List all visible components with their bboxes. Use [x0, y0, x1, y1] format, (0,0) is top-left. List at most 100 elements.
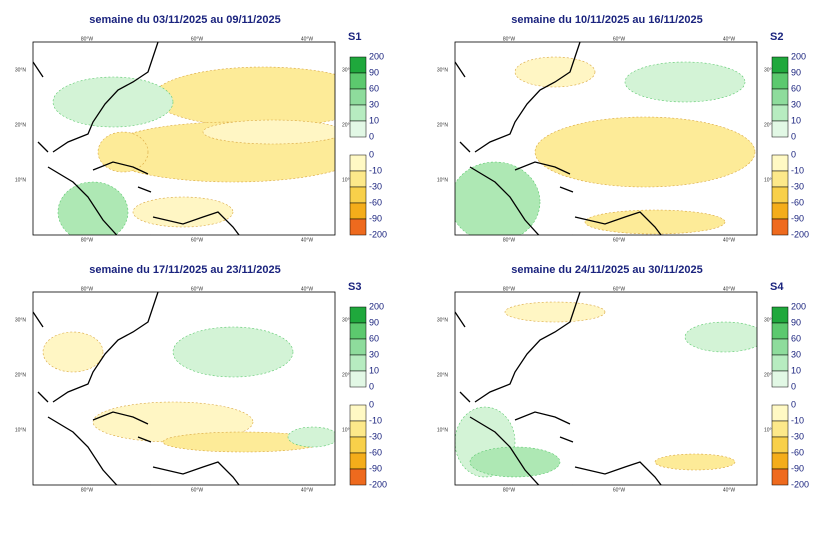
anomaly-area — [132, 196, 234, 228]
panel-title: semaine du 24/11/2025 au 30/11/2025 — [511, 264, 702, 276]
colorbar-tick: -200 — [369, 479, 387, 489]
colorbar-tick: 90 — [369, 67, 379, 77]
colorbar-tick: 200 — [369, 301, 384, 311]
lon-label: 80°W — [503, 487, 516, 493]
lon-label: 80°W — [81, 237, 94, 243]
colorbar-tick: 0 — [791, 399, 796, 409]
colorbar-box — [349, 370, 367, 388]
colorbar-box — [771, 104, 789, 122]
lon-label: 80°W — [503, 36, 516, 42]
colorbar-tick: -200 — [369, 229, 387, 239]
colorbar-tick: -60 — [791, 197, 804, 207]
panel-title: semaine du 17/11/2025 au 23/11/2025 — [89, 264, 280, 276]
colorbar-tick: 0 — [791, 131, 796, 141]
anomaly-area — [52, 76, 174, 128]
lat-label: 10°N — [15, 177, 27, 183]
colorbar-tick: 200 — [791, 51, 806, 61]
panel-title: semaine du 10/11/2025 au 16/11/2025 — [511, 14, 702, 26]
lat-label: 10°N — [15, 427, 27, 433]
panel-label: S2 — [770, 31, 783, 43]
lon-label: 80°W — [503, 286, 516, 292]
lat-label: 30°N — [15, 317, 27, 323]
panel: semaine du 24/11/2025 au 30/11/2025 S4 30°… — [437, 264, 809, 493]
colorbar-box — [771, 338, 789, 356]
panel: semaine du 03/11/2025 au 09/11/2025 S1 30°… — [15, 14, 387, 243]
lon-label: 40°W — [301, 286, 314, 292]
anomaly-area — [514, 56, 596, 88]
colorbar-tick: 90 — [791, 67, 801, 77]
anomaly-area — [624, 61, 746, 103]
lon-label: 80°W — [81, 286, 94, 292]
lon-label: 60°W — [191, 237, 204, 243]
colorbar-box — [771, 420, 789, 438]
anomaly-area — [97, 131, 149, 173]
lat-label: 30°N — [437, 317, 449, 323]
colorbar-box — [349, 104, 367, 122]
lat-label: 20°N — [764, 372, 776, 378]
panel-label: S1 — [348, 31, 361, 43]
colorbar-tick: -90 — [369, 213, 382, 223]
colorbar-tick: -10 — [791, 415, 804, 425]
colorbar-tick: 10 — [369, 365, 379, 375]
lat-label: 30°N — [437, 67, 449, 73]
colorbar-box — [349, 468, 367, 486]
colorbar-box — [771, 154, 789, 172]
colorbar-tick: 10 — [369, 115, 379, 125]
lat-label: 30°N — [342, 67, 354, 73]
colorbar-tick: -60 — [791, 447, 804, 457]
colorbar-box — [771, 88, 789, 106]
anomaly-area — [455, 161, 541, 235]
colorbar-box — [349, 72, 367, 90]
colorbar-tick: -10 — [369, 165, 382, 175]
lat-label: 10°N — [764, 177, 776, 183]
lon-label: 80°W — [81, 487, 94, 493]
anomaly-area — [42, 331, 104, 373]
lat-label: 10°N — [437, 427, 449, 433]
lat-label: 10°N — [764, 427, 776, 433]
lat-label: 20°N — [764, 122, 776, 128]
colorbar-tick: 90 — [791, 317, 801, 327]
anomaly-area — [684, 321, 757, 353]
panel-title: semaine du 03/11/2025 au 09/11/2025 — [89, 14, 280, 26]
colorbar-box — [349, 218, 367, 236]
coastline — [33, 42, 268, 235]
lat-label: 20°N — [437, 372, 449, 378]
colorbar-tick: 60 — [369, 333, 379, 343]
colorbar-tick: 0 — [369, 381, 374, 391]
colorbar-box — [771, 322, 789, 340]
colorbar-box — [349, 186, 367, 204]
panel: semaine du 17/11/2025 au 23/11/2025 S3 30°… — [15, 264, 387, 493]
anomaly-area — [57, 181, 129, 235]
lat-label: 20°N — [15, 372, 27, 378]
lat-label: 20°N — [342, 372, 354, 378]
colorbar-box — [349, 170, 367, 188]
anomaly-area — [534, 116, 756, 188]
lon-label: 60°W — [191, 487, 204, 493]
map — [33, 42, 335, 235]
colorbar-tick: -10 — [791, 165, 804, 175]
colorbar-tick: -90 — [791, 213, 804, 223]
anomaly-area — [287, 426, 335, 448]
colorbar-tick: 60 — [791, 83, 801, 93]
colorbar-box — [349, 420, 367, 438]
lon-label: 40°W — [301, 237, 314, 243]
colorbar-tick: 30 — [369, 99, 379, 109]
panel-label: S4 — [770, 281, 784, 293]
colorbar-box — [349, 202, 367, 220]
lon-label: 60°W — [613, 286, 626, 292]
colorbar-box — [349, 338, 367, 356]
lat-label: 30°N — [15, 67, 27, 73]
lon-label: 40°W — [301, 36, 314, 42]
colorbar-tick: -30 — [369, 431, 382, 441]
lon-label: 60°W — [613, 237, 626, 243]
colorbar-tick: -30 — [369, 181, 382, 191]
colorbar-tick: -200 — [791, 479, 809, 489]
colorbar-box — [349, 88, 367, 106]
colorbar-box — [771, 468, 789, 486]
colorbar-box — [349, 306, 367, 324]
map-frame — [32, 291, 336, 486]
panel-label: S3 — [348, 281, 361, 293]
colorbar-box — [349, 452, 367, 470]
lon-label: 60°W — [191, 286, 204, 292]
colorbar-tick: 60 — [369, 83, 379, 93]
